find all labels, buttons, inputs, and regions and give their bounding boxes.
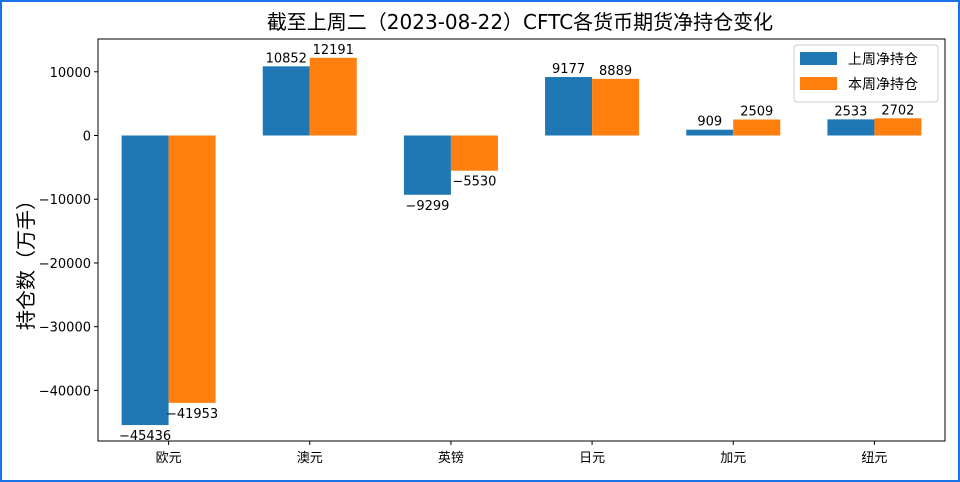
bar-澳元-本周净持仓	[309, 57, 357, 136]
data-label-加元-上周净持仓: 909	[697, 115, 722, 130]
x-tick-label-纽元: 纽元	[861, 451, 887, 466]
x-tick-label-日元: 日元	[579, 451, 605, 466]
data-label-澳元-本周净持仓: 12191	[313, 43, 354, 58]
bar-加元-本周净持仓	[733, 119, 781, 136]
bar-英镑-本周净持仓	[450, 135, 498, 171]
bar-欧元-上周净持仓	[121, 135, 169, 426]
x-tick-label-澳元: 澳元	[297, 450, 323, 466]
x-tick-label-加元: 加元	[720, 451, 746, 466]
data-labels-group: −45436 −41953 10852 12191 −9299−5530 9177 8889…	[119, 43, 915, 444]
bar-欧元-本周净持仓	[168, 135, 216, 403]
bar-日元-上周净持仓	[545, 77, 593, 136]
data-label-欧元-上周净持仓: −45436	[119, 429, 171, 444]
bar-澳元-上周净持仓	[262, 66, 310, 136]
legend-swatch-上周净持仓	[800, 52, 837, 65]
x-tick-label-英镑: 英镑	[438, 450, 464, 466]
bars-group	[121, 57, 922, 426]
bar-纽元-上周净持仓	[827, 119, 875, 136]
y-tick-label: 0	[83, 130, 91, 145]
y-tick-label: −40000	[39, 384, 91, 399]
data-label-纽元-上周净持仓: 2533	[834, 104, 867, 119]
data-label-英镑-本周净持仓: −5530	[452, 175, 496, 190]
axes-group: 10000 0 −10000 −20000 −30000 −40000 欧元 澳元 英镑 日元 加元…	[39, 38, 946, 466]
legend-swatch-本周净持仓	[800, 77, 837, 90]
y-tick-label: −10000	[39, 193, 91, 208]
data-label-加元-本周净持仓: 2509	[740, 105, 773, 120]
y-tick-label: 10000	[50, 66, 91, 81]
data-label-欧元-本周净持仓: −41953	[166, 407, 218, 422]
bar-英镑-上周净持仓	[403, 135, 451, 195]
y-tick-label: −20000	[39, 257, 91, 272]
y-axis-label: 持仓数（万手）	[14, 190, 38, 330]
data-label-英镑-上周净持仓: −9299	[405, 199, 449, 214]
data-label-日元-本周净持仓: 8889	[599, 64, 632, 79]
data-label-澳元-上周净持仓: 10852	[266, 51, 307, 66]
legend-label-本周净持仓: 本周净持仓	[848, 77, 918, 93]
legend-label-上周净持仓: 上周净持仓	[848, 52, 918, 68]
plot-frame	[97, 38, 946, 442]
bar-加元-上周净持仓	[686, 129, 734, 136]
bar-日元-本周净持仓	[592, 78, 640, 136]
chart-title: 截至上周二（2023-08-22）CFTC各货币期货净持仓变化	[267, 10, 773, 34]
data-label-日元-上周净持仓: 9177	[552, 62, 585, 77]
bar-纽元-本周净持仓	[874, 118, 922, 136]
x-tick-label-欧元: 欧元	[156, 451, 182, 466]
data-label-纽元-本周净持仓: 2702	[881, 103, 914, 118]
y-tick-label: −30000	[39, 321, 91, 336]
